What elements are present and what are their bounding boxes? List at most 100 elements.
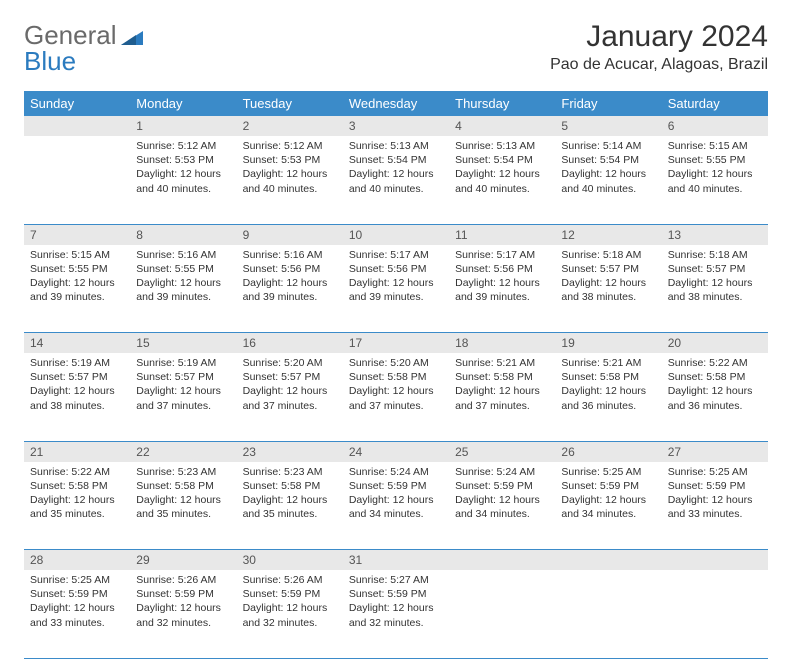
- month-title: January 2024: [550, 20, 768, 54]
- day-content: Sunrise: 5:13 AMSunset: 5:54 PMDaylight:…: [449, 136, 555, 202]
- day-content: Sunrise: 5:16 AMSunset: 5:55 PMDaylight:…: [130, 245, 236, 311]
- day-number-cell: 4: [449, 116, 555, 136]
- day-number-cell: 16: [237, 333, 343, 354]
- day-number-cell: [24, 116, 130, 136]
- day-content-cell: Sunrise: 5:20 AMSunset: 5:57 PMDaylight:…: [237, 353, 343, 441]
- day-content-cell: Sunrise: 5:17 AMSunset: 5:56 PMDaylight:…: [449, 245, 555, 333]
- day-header: Saturday: [662, 91, 768, 116]
- day-content: Sunrise: 5:15 AMSunset: 5:55 PMDaylight:…: [662, 136, 768, 202]
- week-content-row: Sunrise: 5:22 AMSunset: 5:58 PMDaylight:…: [24, 462, 768, 550]
- day-number-cell: 22: [130, 441, 236, 462]
- day-header: Friday: [555, 91, 661, 116]
- day-content-cell: [449, 570, 555, 658]
- day-header: Thursday: [449, 91, 555, 116]
- day-content: Sunrise: 5:27 AMSunset: 5:59 PMDaylight:…: [343, 570, 449, 636]
- day-content: Sunrise: 5:22 AMSunset: 5:58 PMDaylight:…: [662, 353, 768, 419]
- day-number-cell: 24: [343, 441, 449, 462]
- week-content-row: Sunrise: 5:15 AMSunset: 5:55 PMDaylight:…: [24, 245, 768, 333]
- day-content-cell: Sunrise: 5:23 AMSunset: 5:58 PMDaylight:…: [237, 462, 343, 550]
- week-daynum-row: 123456: [24, 116, 768, 136]
- day-content: Sunrise: 5:16 AMSunset: 5:56 PMDaylight:…: [237, 245, 343, 311]
- day-number-cell: 19: [555, 333, 661, 354]
- day-content: Sunrise: 5:25 AMSunset: 5:59 PMDaylight:…: [555, 462, 661, 528]
- day-content: Sunrise: 5:14 AMSunset: 5:54 PMDaylight:…: [555, 136, 661, 202]
- day-header: Monday: [130, 91, 236, 116]
- calendar-table: SundayMondayTuesdayWednesdayThursdayFrid…: [24, 91, 768, 659]
- day-content-cell: Sunrise: 5:21 AMSunset: 5:58 PMDaylight:…: [449, 353, 555, 441]
- day-content: Sunrise: 5:12 AMSunset: 5:53 PMDaylight:…: [130, 136, 236, 202]
- day-content-cell: [662, 570, 768, 658]
- day-content: Sunrise: 5:17 AMSunset: 5:56 PMDaylight:…: [343, 245, 449, 311]
- day-content-cell: Sunrise: 5:13 AMSunset: 5:54 PMDaylight:…: [343, 136, 449, 224]
- day-number-cell: 23: [237, 441, 343, 462]
- day-number-cell: 1: [130, 116, 236, 136]
- day-content-cell: Sunrise: 5:15 AMSunset: 5:55 PMDaylight:…: [662, 136, 768, 224]
- day-number-cell: [662, 550, 768, 571]
- logo-triangle-icon: [121, 27, 143, 45]
- day-content: Sunrise: 5:26 AMSunset: 5:59 PMDaylight:…: [130, 570, 236, 636]
- day-number-cell: 29: [130, 550, 236, 571]
- day-content-cell: [24, 136, 130, 224]
- day-content-cell: Sunrise: 5:16 AMSunset: 5:55 PMDaylight:…: [130, 245, 236, 333]
- day-content: Sunrise: 5:18 AMSunset: 5:57 PMDaylight:…: [662, 245, 768, 311]
- calendar-header-row: SundayMondayTuesdayWednesdayThursdayFrid…: [24, 91, 768, 116]
- day-content-cell: Sunrise: 5:27 AMSunset: 5:59 PMDaylight:…: [343, 570, 449, 658]
- day-number-cell: 17: [343, 333, 449, 354]
- day-content: Sunrise: 5:24 AMSunset: 5:59 PMDaylight:…: [343, 462, 449, 528]
- day-content-cell: Sunrise: 5:14 AMSunset: 5:54 PMDaylight:…: [555, 136, 661, 224]
- day-number-cell: 31: [343, 550, 449, 571]
- day-number-cell: 27: [662, 441, 768, 462]
- day-content: Sunrise: 5:26 AMSunset: 5:59 PMDaylight:…: [237, 570, 343, 636]
- day-number-cell: 21: [24, 441, 130, 462]
- day-number-cell: 6: [662, 116, 768, 136]
- day-content: Sunrise: 5:25 AMSunset: 5:59 PMDaylight:…: [24, 570, 130, 636]
- day-number-cell: 11: [449, 224, 555, 245]
- week-daynum-row: 14151617181920: [24, 333, 768, 354]
- week-daynum-row: 28293031: [24, 550, 768, 571]
- day-number-cell: 26: [555, 441, 661, 462]
- week-content-row: Sunrise: 5:19 AMSunset: 5:57 PMDaylight:…: [24, 353, 768, 441]
- day-number-cell: 25: [449, 441, 555, 462]
- day-content: Sunrise: 5:22 AMSunset: 5:58 PMDaylight:…: [24, 462, 130, 528]
- day-number-cell: [555, 550, 661, 571]
- week-daynum-row: 21222324252627: [24, 441, 768, 462]
- day-content-cell: Sunrise: 5:18 AMSunset: 5:57 PMDaylight:…: [662, 245, 768, 333]
- day-content-cell: [555, 570, 661, 658]
- day-content-cell: Sunrise: 5:21 AMSunset: 5:58 PMDaylight:…: [555, 353, 661, 441]
- day-number-cell: 10: [343, 224, 449, 245]
- day-content: Sunrise: 5:23 AMSunset: 5:58 PMDaylight:…: [130, 462, 236, 528]
- day-content: Sunrise: 5:21 AMSunset: 5:58 PMDaylight:…: [449, 353, 555, 419]
- day-content-cell: Sunrise: 5:26 AMSunset: 5:59 PMDaylight:…: [130, 570, 236, 658]
- day-content: Sunrise: 5:18 AMSunset: 5:57 PMDaylight:…: [555, 245, 661, 311]
- day-content: Sunrise: 5:13 AMSunset: 5:54 PMDaylight:…: [343, 136, 449, 202]
- day-content: Sunrise: 5:23 AMSunset: 5:58 PMDaylight:…: [237, 462, 343, 528]
- day-content-cell: Sunrise: 5:16 AMSunset: 5:56 PMDaylight:…: [237, 245, 343, 333]
- day-number-cell: 2: [237, 116, 343, 136]
- day-content-cell: Sunrise: 5:20 AMSunset: 5:58 PMDaylight:…: [343, 353, 449, 441]
- week-content-row: Sunrise: 5:12 AMSunset: 5:53 PMDaylight:…: [24, 136, 768, 224]
- week-daynum-row: 78910111213: [24, 224, 768, 245]
- day-number-cell: 5: [555, 116, 661, 136]
- day-number-cell: 14: [24, 333, 130, 354]
- day-content-cell: Sunrise: 5:12 AMSunset: 5:53 PMDaylight:…: [237, 136, 343, 224]
- day-content: Sunrise: 5:19 AMSunset: 5:57 PMDaylight:…: [24, 353, 130, 419]
- day-content-cell: Sunrise: 5:23 AMSunset: 5:58 PMDaylight:…: [130, 462, 236, 550]
- day-number-cell: 28: [24, 550, 130, 571]
- day-content-cell: Sunrise: 5:26 AMSunset: 5:59 PMDaylight:…: [237, 570, 343, 658]
- day-content-cell: Sunrise: 5:25 AMSunset: 5:59 PMDaylight:…: [24, 570, 130, 658]
- day-content-cell: Sunrise: 5:17 AMSunset: 5:56 PMDaylight:…: [343, 245, 449, 333]
- day-content: Sunrise: 5:24 AMSunset: 5:59 PMDaylight:…: [449, 462, 555, 528]
- title-block: January 2024 Pao de Acucar, Alagoas, Bra…: [550, 20, 768, 74]
- day-number-cell: 9: [237, 224, 343, 245]
- day-content: Sunrise: 5:17 AMSunset: 5:56 PMDaylight:…: [449, 245, 555, 311]
- day-content-cell: Sunrise: 5:19 AMSunset: 5:57 PMDaylight:…: [130, 353, 236, 441]
- day-content-cell: Sunrise: 5:22 AMSunset: 5:58 PMDaylight:…: [24, 462, 130, 550]
- day-content-cell: Sunrise: 5:13 AMSunset: 5:54 PMDaylight:…: [449, 136, 555, 224]
- day-number-cell: 3: [343, 116, 449, 136]
- day-header: Wednesday: [343, 91, 449, 116]
- day-number-cell: 8: [130, 224, 236, 245]
- day-content-cell: Sunrise: 5:24 AMSunset: 5:59 PMDaylight:…: [449, 462, 555, 550]
- day-number-cell: 12: [555, 224, 661, 245]
- day-content: Sunrise: 5:25 AMSunset: 5:59 PMDaylight:…: [662, 462, 768, 528]
- day-content: Sunrise: 5:12 AMSunset: 5:53 PMDaylight:…: [237, 136, 343, 202]
